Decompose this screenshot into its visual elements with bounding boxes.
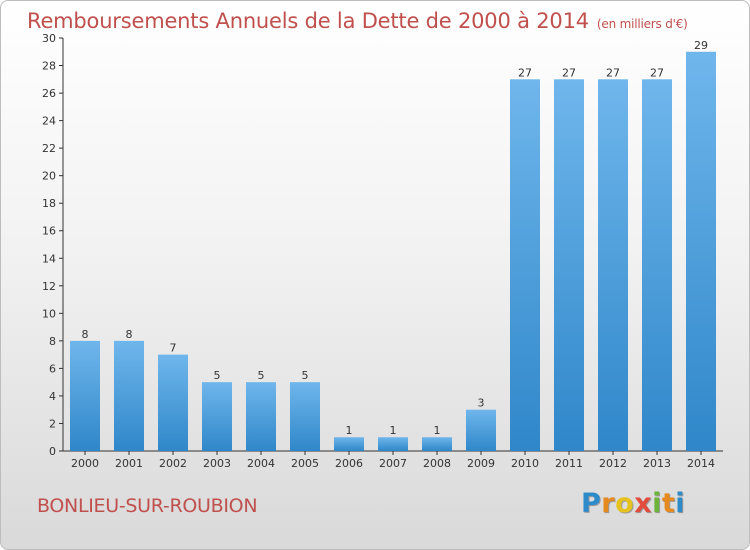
logo-letter: x bbox=[634, 488, 653, 519]
data-label: 5 bbox=[258, 369, 265, 382]
bar bbox=[334, 437, 364, 451]
x-tick-label: 2001 bbox=[115, 457, 143, 470]
x-tick-label: 2003 bbox=[203, 457, 231, 470]
x-tick-label: 2008 bbox=[423, 457, 451, 470]
chart-subtitle: (en milliers d'€) bbox=[596, 17, 688, 31]
y-tick-label: 14 bbox=[42, 252, 56, 265]
data-label: 5 bbox=[302, 369, 309, 382]
y-tick-label: 8 bbox=[49, 335, 56, 348]
x-tick-label: 2006 bbox=[335, 457, 363, 470]
bar bbox=[598, 79, 628, 452]
data-label: 27 bbox=[606, 66, 620, 79]
data-label: 27 bbox=[562, 66, 576, 79]
data-label: 3 bbox=[478, 397, 485, 410]
bar bbox=[70, 340, 100, 451]
x-tick-label: 2007 bbox=[379, 457, 407, 470]
logo-letter: r bbox=[601, 488, 616, 519]
data-label: 1 bbox=[346, 424, 353, 437]
x-tick-label: 2014 bbox=[687, 457, 715, 470]
bar bbox=[510, 79, 540, 452]
y-tick-label: 16 bbox=[42, 225, 56, 238]
x-tick-label: 2012 bbox=[599, 457, 627, 470]
x-tick-label: 2013 bbox=[643, 457, 671, 470]
data-label: 27 bbox=[650, 66, 664, 79]
logo-letter: i bbox=[652, 488, 662, 519]
bar bbox=[554, 79, 584, 452]
data-label: 1 bbox=[434, 424, 441, 437]
bar bbox=[466, 409, 496, 451]
bar bbox=[378, 437, 408, 451]
chart-title-text: Remboursements Annuels de la Dette de 20… bbox=[27, 9, 589, 33]
town-name: BONLIEU-SUR-ROUBION bbox=[37, 495, 258, 517]
data-label: 7 bbox=[170, 342, 177, 355]
x-tick-label: 2010 bbox=[511, 457, 539, 470]
proxiti-logo: Proxiti bbox=[581, 488, 691, 526]
bar bbox=[422, 437, 452, 451]
y-tick-label: 4 bbox=[49, 390, 56, 403]
y-tick-label: 20 bbox=[42, 170, 56, 183]
bar bbox=[290, 382, 320, 451]
bar bbox=[246, 382, 276, 451]
y-tick-label: 2 bbox=[49, 417, 56, 430]
y-tick-label: 26 bbox=[42, 87, 56, 100]
data-label: 1 bbox=[390, 424, 397, 437]
y-tick-label: 28 bbox=[42, 60, 56, 73]
y-tick-label: 24 bbox=[42, 115, 56, 128]
logo-letter: P bbox=[581, 488, 602, 519]
logo-letter: t bbox=[661, 488, 676, 519]
bar bbox=[114, 340, 144, 451]
data-label: 27 bbox=[518, 66, 532, 79]
chart-title: Remboursements Annuels de la Dette de 20… bbox=[27, 9, 688, 33]
y-tick-label: 18 bbox=[42, 197, 56, 210]
y-tick-label: 12 bbox=[42, 280, 56, 293]
logo-letter: i bbox=[675, 488, 686, 519]
y-tick-label: 6 bbox=[49, 362, 56, 375]
y-tick-label: 10 bbox=[42, 307, 56, 320]
bar bbox=[686, 51, 716, 452]
x-tick-label: 2004 bbox=[247, 457, 275, 470]
bar bbox=[158, 354, 188, 451]
data-label: 8 bbox=[82, 328, 89, 341]
data-label: 5 bbox=[214, 369, 221, 382]
data-label: 29 bbox=[694, 39, 708, 52]
y-tick-label: 22 bbox=[42, 142, 56, 155]
x-tick-label: 2009 bbox=[467, 457, 495, 470]
data-label: 8 bbox=[126, 328, 133, 341]
x-tick-label: 2011 bbox=[555, 457, 583, 470]
y-tick-label: 0 bbox=[49, 445, 56, 458]
logo-letter: o bbox=[615, 488, 635, 519]
y-tick-label: 30 bbox=[42, 32, 56, 45]
x-tick-label: 2000 bbox=[71, 457, 99, 470]
x-tick-label: 2005 bbox=[291, 457, 319, 470]
bar bbox=[642, 79, 672, 452]
x-tick-label: 2002 bbox=[159, 457, 187, 470]
bar bbox=[202, 382, 232, 451]
